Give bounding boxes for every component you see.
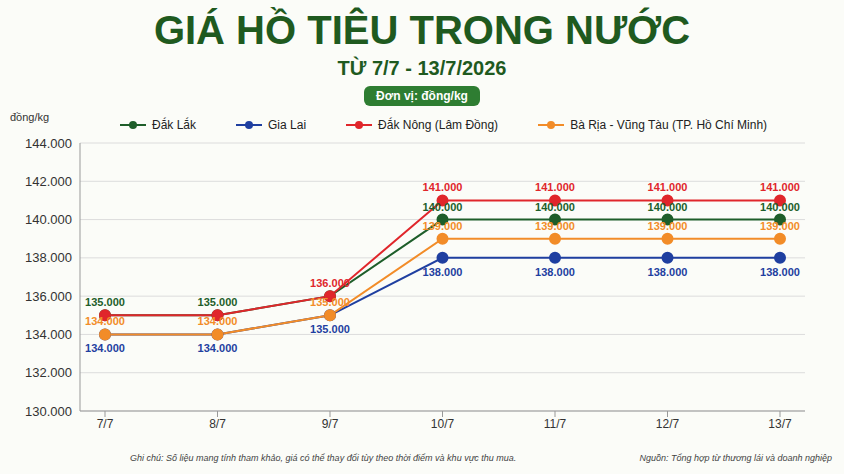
svg-text:138.000: 138.000 [648, 266, 688, 278]
html-text:TỪ 7/7 - 13/7/2026: TỪ 7/7 - 13/7/2026 [337, 57, 507, 79]
html-text:đồng/kg: đồng/kg [10, 111, 50, 123]
svg-text:140.000: 140.000 [25, 212, 72, 227]
html-text:Đắk Nông (Lâm Đồng): Đắk Nông (Lâm Đồng) [378, 118, 499, 132]
svg-text:10/7: 10/7 [431, 417, 455, 431]
svg-text:139.000: 139.000 [423, 220, 463, 232]
html-text:Ghi chú: Số liệu mang tính tha: Ghi chú: Số liệu mang tính tham khảo, gi… [130, 453, 517, 463]
svg-text:136.000: 136.000 [25, 289, 72, 304]
svg-text:9/7: 9/7 [322, 417, 339, 431]
svg-text:7/7: 7/7 [97, 417, 114, 431]
html-text:GIÁ HỒ TIÊU TRONG NƯỚC: GIÁ HỒ TIÊU TRONG NƯỚC [153, 8, 691, 52]
svg-text:141.000: 141.000 [535, 181, 575, 193]
svg-text:132.000: 132.000 [25, 365, 72, 380]
html-text:Đơn vị: đồng/kg: Đơn vị: đồng/kg [376, 89, 468, 103]
svg-text:130.000: 130.000 [25, 404, 72, 419]
svg-text:135.000: 135.000 [310, 323, 350, 335]
svg-text:138.000: 138.000 [760, 266, 800, 278]
svg-text:139.000: 139.000 [535, 220, 575, 232]
svg-text:139.000: 139.000 [648, 220, 688, 232]
svg-text:135.000: 135.000 [85, 296, 125, 308]
html-text:Bà Rịa - Vũng Tàu (TP. Hồ Chí: Bà Rịa - Vũng Tàu (TP. Hồ Chí Minh) [570, 118, 768, 132]
html-text:Gia Lai: Gia Lai [268, 118, 307, 132]
html-text:Nguồn: Tổng hợp từ thương lái: Nguồn: Tổng hợp từ thương lái và doanh n… [639, 453, 832, 463]
svg-text:134.000: 134.000 [198, 342, 238, 354]
svg-text:140.000: 140.000 [535, 201, 575, 213]
svg-text:141.000: 141.000 [648, 181, 688, 193]
svg-text:142.000: 142.000 [25, 174, 72, 189]
svg-text:8/7: 8/7 [209, 417, 226, 431]
svg-text:12/7: 12/7 [656, 417, 680, 431]
svg-text:13/7: 13/7 [768, 417, 792, 431]
svg-text:134.000: 134.000 [85, 315, 125, 327]
svg-text:140.000: 140.000 [423, 201, 463, 213]
svg-text:134.000: 134.000 [25, 327, 72, 342]
svg-text:134.000: 134.000 [85, 342, 125, 354]
svg-text:138.000: 138.000 [423, 266, 463, 278]
svg-text:144.000: 144.000 [25, 136, 72, 151]
svg-text:11/7: 11/7 [544, 417, 567, 431]
svg-text:141.000: 141.000 [760, 181, 800, 193]
svg-text:140.000: 140.000 [648, 201, 688, 213]
html-text:Đắk Lắk: Đắk Lắk [152, 118, 196, 132]
svg-text:138.000: 138.000 [25, 250, 72, 265]
svg-text:136.000: 136.000 [310, 277, 350, 289]
svg-text:139.000: 139.000 [760, 220, 800, 232]
svg-text:135.000: 135.000 [310, 296, 350, 308]
svg-text:141.000: 141.000 [423, 181, 463, 193]
svg-text:140.000: 140.000 [760, 201, 800, 213]
svg-text:138.000: 138.000 [535, 266, 575, 278]
svg-text:134.000: 134.000 [198, 315, 238, 327]
svg-text:135.000: 135.000 [198, 296, 238, 308]
